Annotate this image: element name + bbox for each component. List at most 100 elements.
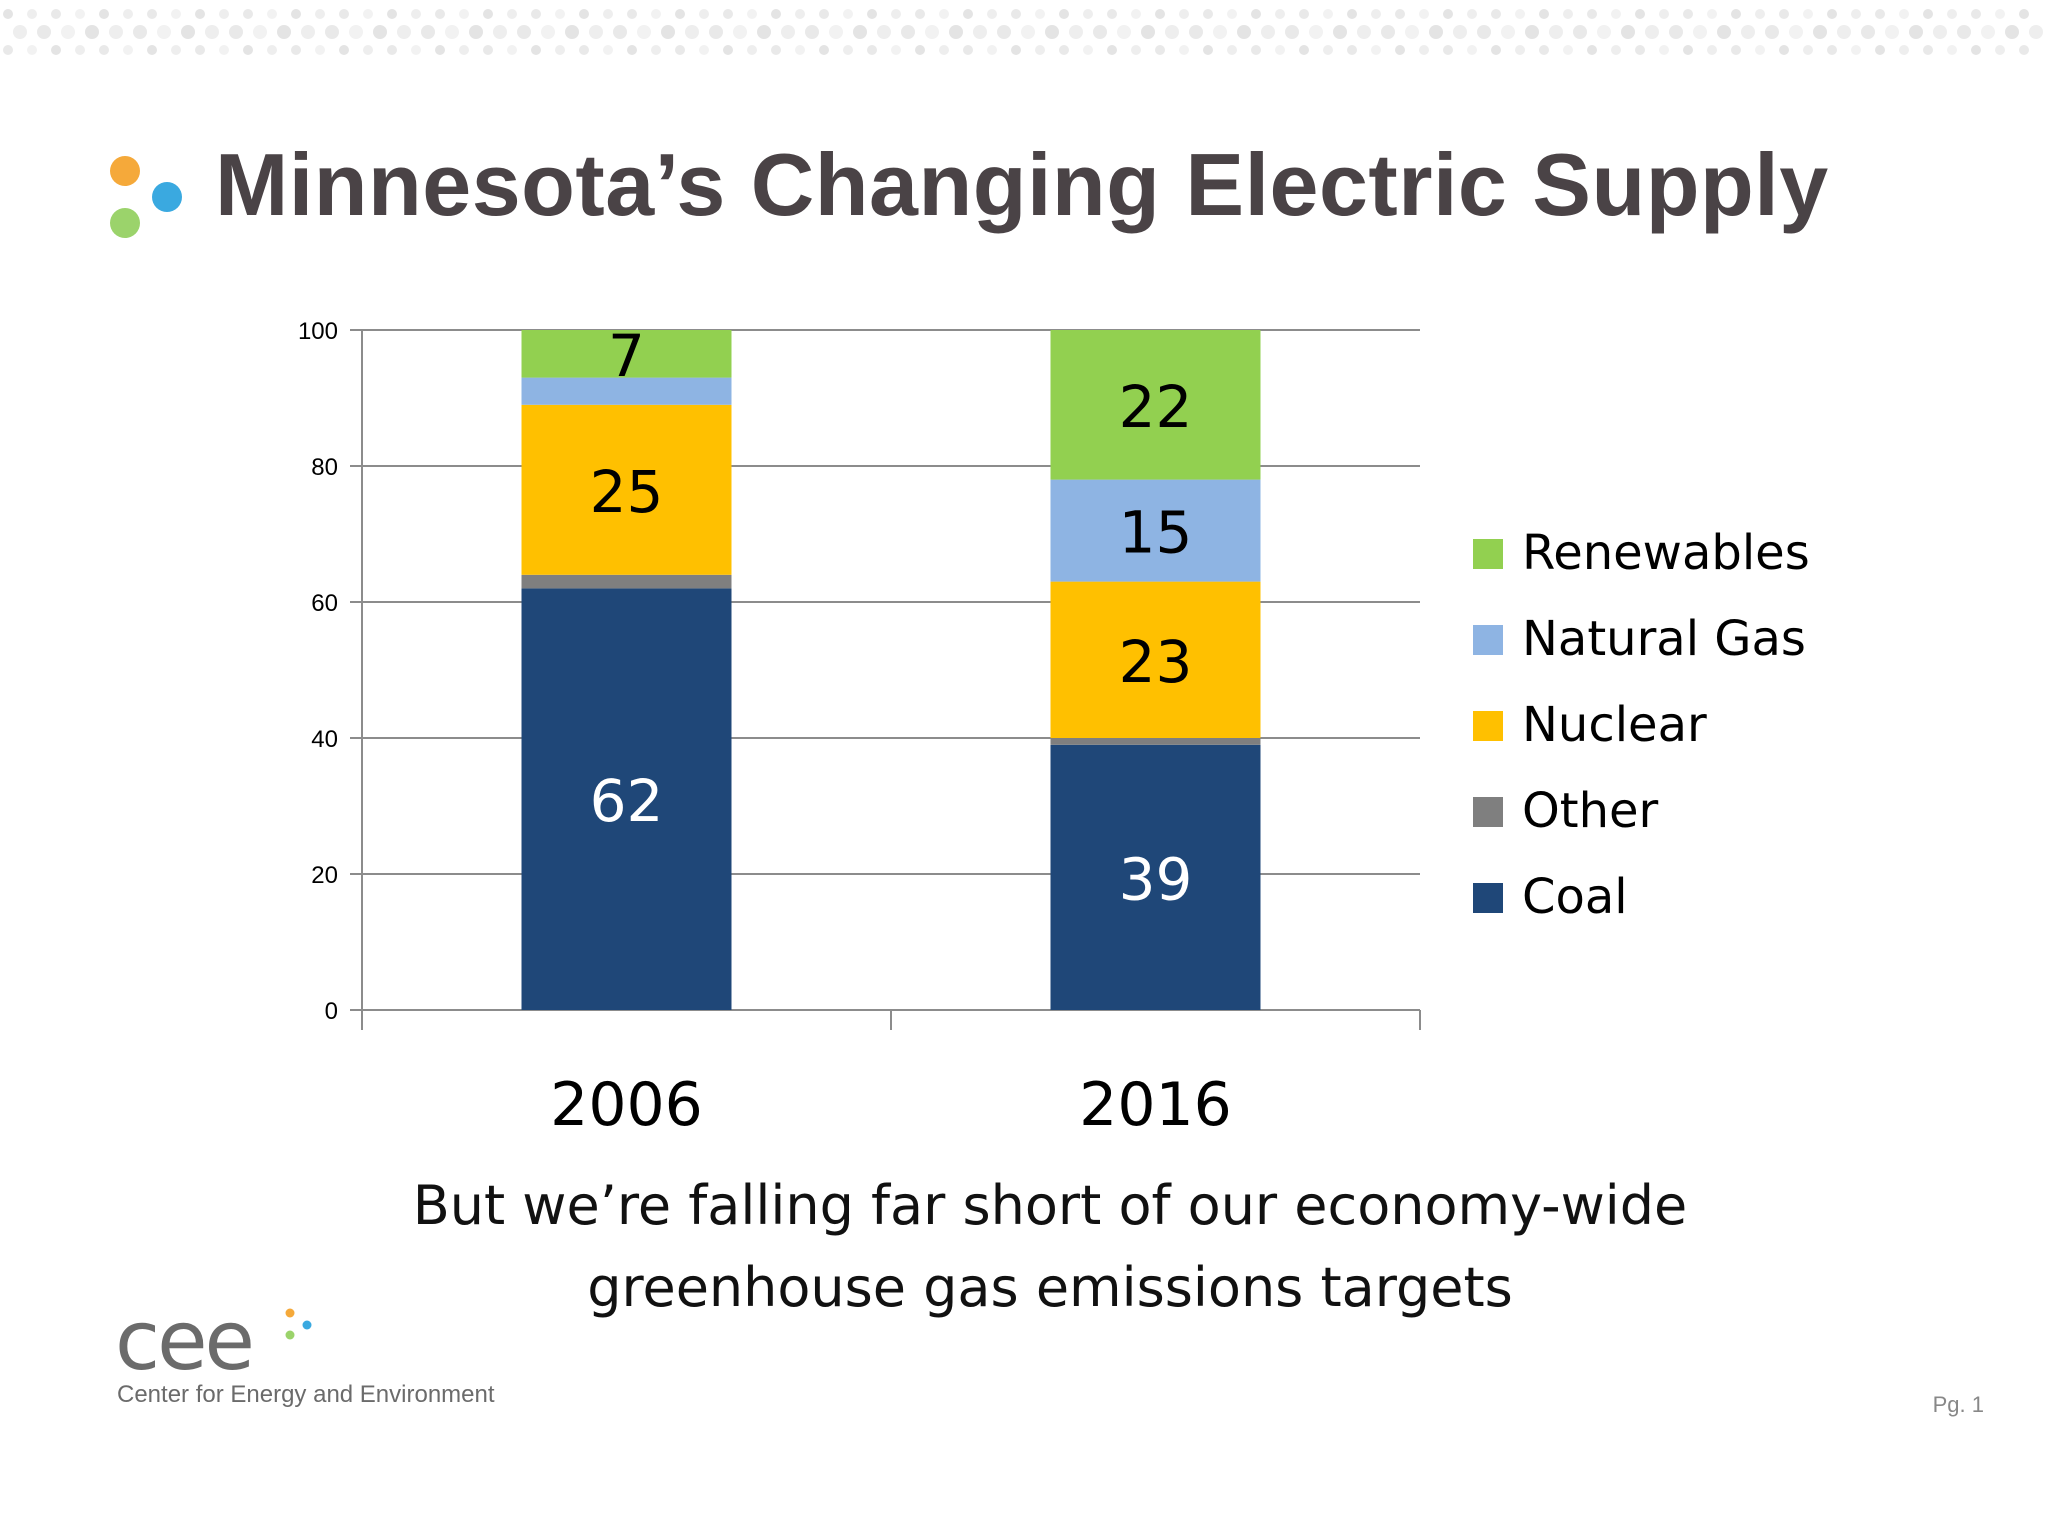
decorative-dot: [1635, 45, 1645, 55]
decorative-dot: [1035, 45, 1045, 55]
decorative-dot: [1597, 25, 1611, 39]
bar-segment-other-2016: [1050, 738, 1261, 745]
decorative-dot: [747, 9, 757, 19]
decorative-dot: [51, 9, 61, 19]
decorative-dot: [771, 9, 781, 19]
decorative-dot: [277, 25, 291, 39]
decorative-dot: [1885, 25, 1899, 39]
decorative-dot: [795, 9, 805, 19]
decorative-dot: [1155, 9, 1165, 19]
decorative-dot: [843, 45, 853, 55]
decorative-dot: [435, 45, 445, 55]
data-label: 15: [1119, 499, 1193, 567]
decorative-dot: [637, 25, 651, 39]
decorative-dot: [421, 25, 435, 39]
decorative-dot: [1443, 45, 1453, 55]
decorative-dot: [1347, 45, 1357, 55]
decorative-dot: [1477, 25, 1491, 39]
decorative-dot: [651, 45, 661, 55]
decorative-dot: [915, 9, 925, 19]
decorative-dot: [243, 45, 253, 55]
decorative-dot: [1333, 25, 1347, 39]
decorative-dot: [1011, 9, 1021, 19]
decorative-dot: [1309, 25, 1323, 39]
decorative-dot: [1765, 25, 1779, 39]
legend-swatch-nuclear: [1473, 711, 1503, 741]
decorative-dot: [1299, 9, 1309, 19]
decorative-dot: [1875, 45, 1885, 55]
decorative-dot: [51, 45, 61, 55]
decorative-dot: [315, 9, 325, 19]
decorative-dot: [1779, 45, 1789, 55]
decorative-dot: [1261, 25, 1275, 39]
decorative-dot: [1275, 45, 1285, 55]
decorative-dot: [267, 9, 277, 19]
y-tick-label: 100: [298, 318, 338, 345]
decorative-dot: [291, 45, 301, 55]
decorative-dot: [1285, 25, 1299, 39]
bar-segment-renewables-2016: [1050, 330, 1261, 480]
decorative-dot: [925, 25, 939, 39]
decorative-dot: [1405, 25, 1419, 39]
decorative-dot: [1131, 45, 1141, 55]
decorative-dot: [157, 25, 171, 39]
decorative-dot: [805, 25, 819, 39]
decorative-dot: [1059, 9, 1069, 19]
cee-logo-word: cee: [115, 1294, 255, 1389]
decorative-dot: [541, 25, 555, 39]
decorative-dot: [1539, 9, 1549, 19]
decorative-dot: [507, 45, 517, 55]
data-label: 25: [590, 458, 664, 526]
decorative-dot: [627, 45, 637, 55]
data-label: 39: [1119, 845, 1193, 913]
logo-green-dot: [110, 208, 140, 238]
decorative-dot: [819, 9, 829, 19]
decorative-dot: [819, 45, 829, 55]
decorative-dot: [13, 25, 27, 39]
decorative-dot: [1563, 9, 1573, 19]
y-tick-label: 20: [311, 862, 338, 889]
decorative-dot: [1213, 25, 1227, 39]
decorative-dot: [1573, 25, 1587, 39]
data-label: 62: [590, 767, 664, 835]
decorative-dot: [1155, 45, 1165, 55]
legend-label: Other: [1522, 783, 1659, 839]
decorative-dot: [27, 45, 37, 55]
legend-swatch-coal: [1473, 883, 1503, 913]
decorative-dot: [1179, 9, 1189, 19]
decorative-dot: [843, 9, 853, 19]
decorative-dot: [373, 25, 387, 39]
legend-label: Coal: [1522, 869, 1628, 925]
decorative-dot: [85, 25, 99, 39]
decorative-dot: [1659, 9, 1669, 19]
decorative-dot: [1707, 45, 1717, 55]
decorative-dot: [1515, 9, 1525, 19]
decorative-dot: [301, 25, 315, 39]
decorative-dot: [1587, 45, 1597, 55]
decorative-dot: [387, 45, 397, 55]
decorative-dot: [1923, 9, 1933, 19]
decorative-dot: [1165, 25, 1179, 39]
legend-swatch-other: [1473, 797, 1503, 827]
caption-line-2: greenhouse gas emissions targets: [587, 1256, 1513, 1319]
decorative-dot: [675, 9, 685, 19]
decorative-dot: [1107, 45, 1117, 55]
decorative-dot: [267, 45, 277, 55]
bar-segment-renewables-2006: [521, 330, 732, 378]
legend-swatch-natural-gas: [1473, 625, 1503, 655]
decorative-dot: [411, 9, 421, 19]
decorative-dot: [1803, 9, 1813, 19]
decorative-dot: [3, 45, 13, 55]
decorative-dot: [1827, 45, 1837, 55]
decorative-dot: [1957, 25, 1971, 39]
title-row: Minnesota’s Changing Electric Supply: [105, 120, 1829, 250]
decorative-dot: [661, 25, 675, 39]
decorative-dot: [1981, 25, 1995, 39]
x-tick-label: 2016: [1079, 1070, 1232, 1140]
decorative-dot: [867, 9, 877, 19]
decorative-dot: [939, 45, 949, 55]
decorative-dot: [1933, 25, 1947, 39]
page-title: Minnesota’s Changing Electric Supply: [215, 135, 1829, 234]
decorative-dot: [1251, 45, 1261, 55]
decorative-dot: [1587, 9, 1597, 19]
